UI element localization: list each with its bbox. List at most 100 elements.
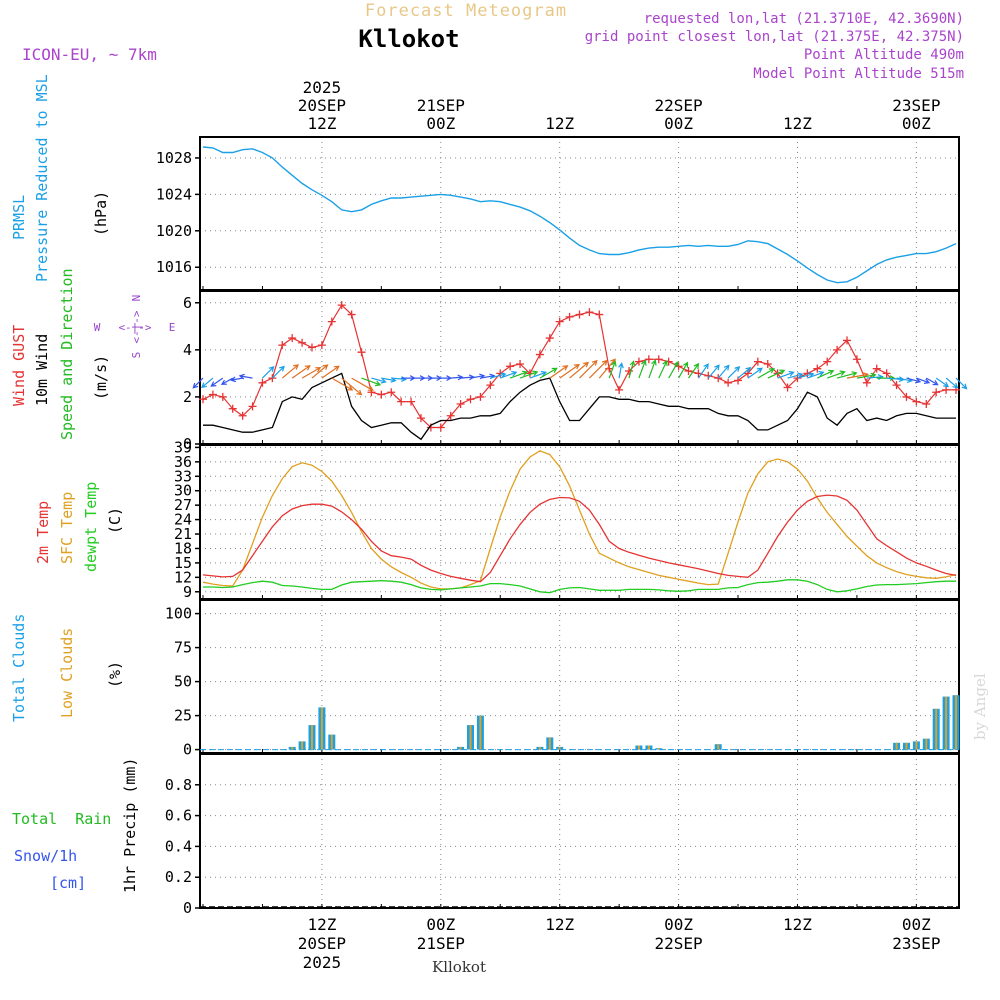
- wind-direction-arrow: [628, 360, 636, 379]
- y-tick-label: 4: [183, 341, 192, 359]
- wind-direction-arrow: [569, 361, 590, 379]
- wind-direction-arrow: [638, 359, 647, 379]
- low-cloud-bar: [657, 748, 660, 750]
- low-cloud-bar: [905, 742, 908, 750]
- gust-marker: [684, 367, 693, 376]
- temp-dewpt-label: dewpt Temp: [82, 482, 100, 572]
- gust-marker: [565, 312, 574, 321]
- gust-marker: [228, 404, 237, 413]
- temp-sfc-label: SFC Temp: [58, 492, 76, 564]
- wind-direction-arrow: [916, 377, 931, 384]
- time-label: 12Z: [307, 915, 336, 934]
- wind-direction-arrow: [192, 377, 204, 389]
- y-tick-label: 33: [174, 467, 192, 485]
- gust-marker: [852, 355, 861, 364]
- gust-marker: [506, 362, 515, 371]
- gust-marker: [288, 334, 297, 343]
- y-tick-label: 18: [174, 539, 192, 557]
- wind-direction-arrow: [707, 364, 720, 379]
- gust-marker: [466, 395, 475, 404]
- gust-marker: [416, 414, 425, 423]
- gust-marker: [456, 399, 465, 408]
- gust-marker: [932, 388, 941, 397]
- wind-direction-arrow: [509, 370, 529, 379]
- gust-marker: [555, 317, 564, 326]
- time-label: 12Z: [783, 915, 812, 934]
- time-label: 00Z: [664, 114, 693, 133]
- time-label: 12Z: [783, 114, 812, 133]
- wind-direction-arrow: [608, 360, 617, 379]
- wind-direction-arrow: [688, 362, 700, 379]
- gust-marker: [327, 317, 336, 326]
- y-tick-label: 2: [183, 388, 192, 406]
- wind-direction-arrow: [588, 359, 608, 379]
- wind-direction-arrow: [727, 366, 741, 379]
- wind-direction-arrow: [757, 368, 775, 379]
- gust-marker: [813, 364, 822, 373]
- temp-frame: [199, 444, 960, 600]
- low-cloud-bar: [330, 734, 333, 750]
- low-clouds-label: Low Clouds: [58, 628, 76, 718]
- time-label: 22SEP: [654, 96, 702, 115]
- gust-marker: [545, 334, 554, 343]
- wind-direction-arrow: [945, 377, 959, 389]
- wind-direction-arrow: [579, 359, 598, 379]
- gust-marker: [238, 411, 247, 420]
- wind-direction-arrow: [787, 372, 804, 379]
- wind-direction-arrow: [331, 377, 354, 391]
- gust-marker: [753, 357, 762, 366]
- time-label: 22SEP: [654, 934, 702, 953]
- time-label: 00Z: [664, 915, 693, 934]
- y-tick-label: 100: [165, 605, 192, 623]
- wind-direction-arrow: [648, 359, 657, 379]
- location-title: Kllokot: [358, 25, 459, 53]
- wind-direction-arrow: [361, 377, 382, 387]
- wind-direction-arrow: [807, 370, 825, 379]
- clouds-panel: 0 25 50 75 100: [165, 599, 960, 759]
- low-cloud-bar: [637, 745, 640, 750]
- gust-marker: [902, 392, 911, 401]
- gust-marker: [942, 385, 951, 394]
- time-label: 12Z: [545, 114, 574, 133]
- wind-direction-arrow: [559, 363, 581, 379]
- gust-marker: [436, 423, 445, 432]
- grid-point-coords: grid point closest lon,lat (21.375E, 42.…: [585, 29, 964, 45]
- gust-marker: [625, 367, 634, 376]
- wind-direction-arrow: [668, 361, 679, 379]
- y-tick-label: 25: [174, 707, 192, 725]
- precip-panel-labels: Total Rain Snow/1h [cm] 1hr Precip (mm): [12, 758, 139, 893]
- wind-direction-arrow: [777, 370, 795, 379]
- low-cloud-bar: [538, 746, 541, 750]
- y-tick-label: 75: [174, 639, 192, 657]
- gust-marker: [783, 383, 792, 392]
- time-label: 00Z: [902, 915, 931, 934]
- total-clouds-label: Total Clouds: [10, 614, 28, 722]
- model-label: ICON-EU, ~ 7km: [22, 45, 157, 64]
- low-cloud-bar: [895, 742, 898, 750]
- gust-marker: [743, 369, 752, 378]
- gust-marker: [595, 310, 604, 319]
- wind-direction-arrow: [935, 377, 950, 388]
- wind-direction-arrow: [321, 365, 340, 379]
- gust-marker: [724, 378, 733, 387]
- time-label: 23SEP: [892, 934, 940, 953]
- gust-marker: [208, 390, 217, 399]
- wind-direction-arrow: [529, 370, 548, 379]
- wind-direction-arrow: [371, 377, 387, 384]
- wind-direction-arrow: [856, 372, 877, 379]
- wind-10m-label: 10m Wind: [33, 334, 51, 406]
- compass-horizontal-line: <-|->: [118, 321, 151, 334]
- gust-marker: [704, 371, 713, 380]
- y-tick-label: 50: [174, 673, 192, 691]
- gust-marker: [387, 388, 396, 397]
- gust-marker: [218, 392, 227, 401]
- gust-marker: [357, 348, 366, 357]
- gust-marker: [585, 308, 594, 317]
- gust-marker: [575, 310, 584, 319]
- gust-marker: [397, 397, 406, 406]
- pressure-unit-label: (hPa): [92, 191, 110, 236]
- wind-direction-arrow: [549, 365, 569, 379]
- gust-marker: [258, 378, 267, 387]
